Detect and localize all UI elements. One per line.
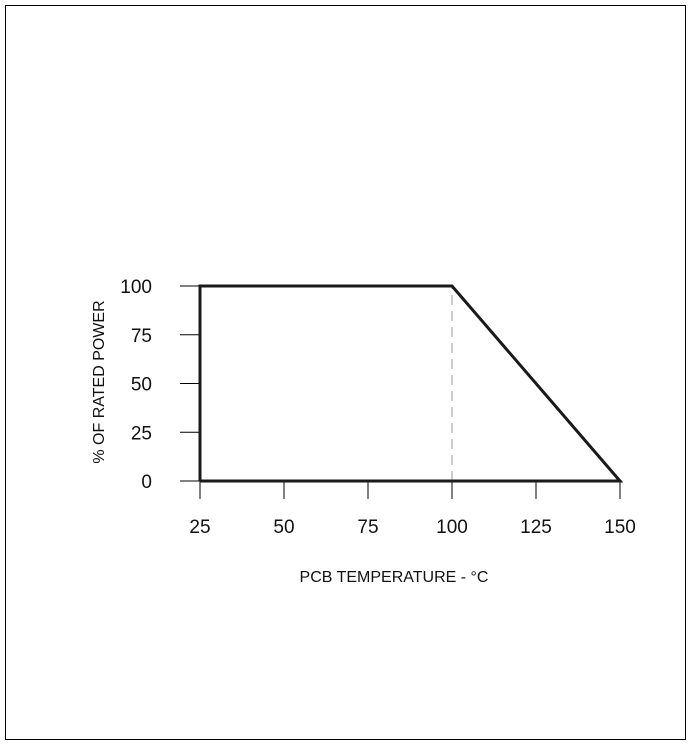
derating-curve xyxy=(198,284,624,483)
y-tick-label: 100 xyxy=(120,277,152,298)
x-tick-label: 75 xyxy=(357,517,378,538)
x-axis-label: PCB TEMPERATURE - °C xyxy=(300,569,489,586)
x-tick-label: 150 xyxy=(604,517,636,538)
y-tick-label: 0 xyxy=(141,472,152,493)
y-tick-label: 75 xyxy=(131,326,152,347)
y-axis-label: % OF RATED POWER xyxy=(91,300,108,463)
x-tick-label: 25 xyxy=(189,517,210,538)
y-tick-label: 25 xyxy=(131,423,152,444)
x-tick-label: 125 xyxy=(520,517,552,538)
x-tick-label: 50 xyxy=(273,517,294,538)
chart-frame xyxy=(5,5,686,740)
x-tick-label: 100 xyxy=(436,517,468,538)
y-tick-label: 50 xyxy=(131,375,152,396)
